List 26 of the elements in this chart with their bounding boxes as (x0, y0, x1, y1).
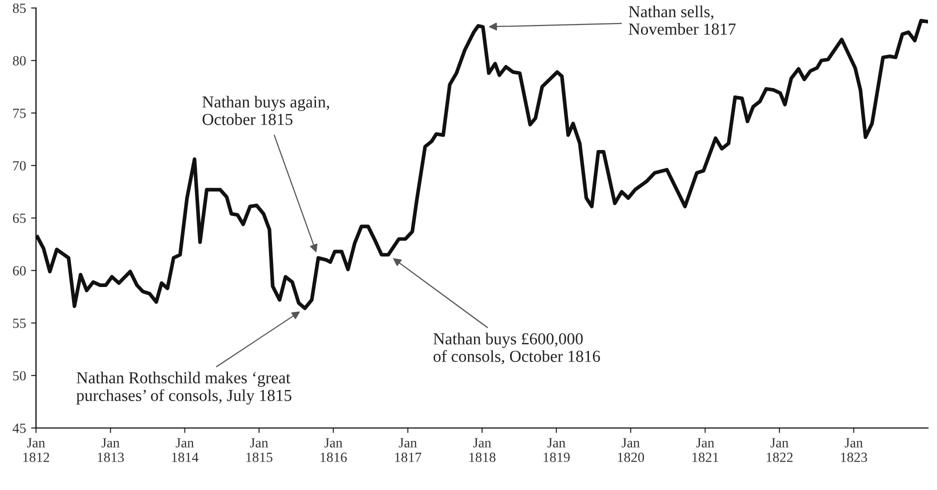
annotation: Nathan sells, November 1817 (628, 6, 736, 35)
y-tick-label: 45 (12, 424, 26, 433)
y-tick-label: 80 (12, 56, 26, 66)
line-series (36, 18, 928, 310)
y-tick-label: 50 (13, 371, 26, 380)
x-tick-label: Jan 1813 (98, 438, 124, 462)
y-tick-label: 75 (13, 108, 26, 118)
x-tick-label: Jan 1814 (172, 438, 198, 462)
y-tick-label: 60 (12, 266, 26, 276)
x-tick-label: Jan 1816 (320, 438, 347, 462)
x-tick-label: Jan 1817 (395, 438, 422, 462)
x-tick-label: Jan 1819 (544, 438, 570, 462)
x-tick-label: Jan 1812 (23, 438, 50, 462)
x-tick-label: Jan 1822 (766, 438, 793, 462)
annotation: Nathan buys £600,000 of consols, October 1816 (433, 332, 600, 364)
y-tick-label: 70 (13, 161, 26, 170)
annotation: Nathan buys again, October 1815 (202, 96, 330, 126)
x-tick-label: Jan 1823 (841, 438, 868, 462)
x-tick-label: Jan 1820 (618, 438, 644, 462)
x-tick-label: Jan 1818 (469, 438, 496, 462)
annotation: Nathan Rothschild makes ‘great purchases’ of consols, July 1815 (76, 372, 292, 405)
y-tick-label: 85 (12, 4, 26, 13)
y-tick-label: 55 (13, 318, 26, 328)
x-tick-label: Jan 1821 (692, 438, 718, 462)
y-tick-label: 65 (12, 214, 26, 223)
x-tick-label: Jan 1815 (246, 438, 272, 462)
